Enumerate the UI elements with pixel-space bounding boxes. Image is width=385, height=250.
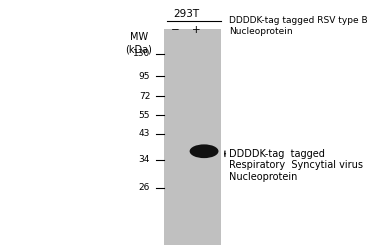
Text: 130: 130: [133, 49, 150, 58]
Bar: [164, 29, 221, 245]
Text: 95: 95: [139, 72, 150, 81]
Text: −: −: [171, 25, 179, 35]
Text: 43: 43: [139, 129, 150, 138]
Text: DDDDK-tag  tagged
Respiratory  Syncytial virus
Nucleoprotein: DDDDK-tag tagged Respiratory Syncytial v…: [229, 149, 363, 182]
Ellipse shape: [190, 144, 219, 158]
Text: 26: 26: [139, 183, 150, 192]
Text: +: +: [192, 25, 201, 35]
Text: 72: 72: [139, 92, 150, 101]
Text: MW
(kDa): MW (kDa): [125, 32, 152, 54]
Text: 34: 34: [139, 156, 150, 164]
Text: DDDDK-tag tagged RSV type B
Nucleoprotein: DDDDK-tag tagged RSV type B Nucleoprotei…: [229, 16, 368, 36]
Text: 293T: 293T: [174, 9, 200, 19]
Text: 55: 55: [139, 110, 150, 120]
